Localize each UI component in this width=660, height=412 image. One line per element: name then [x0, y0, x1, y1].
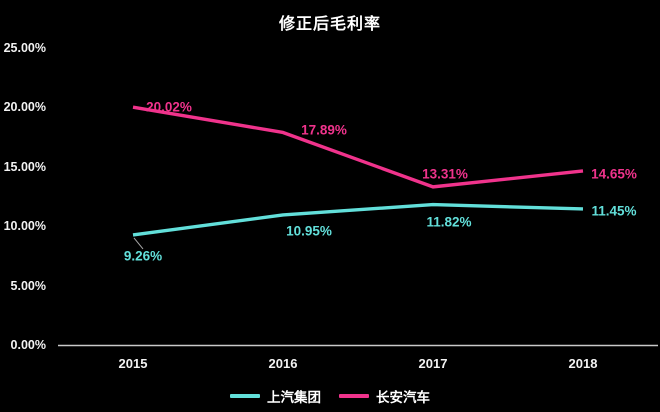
legend-item-0: 上汽集团: [230, 386, 321, 406]
data-label-0-0: 9.26%: [123, 248, 163, 264]
chart-title: 修正后毛利率: [278, 16, 381, 33]
x-axis-label: 2017: [418, 356, 448, 371]
x-axis-label: 2018: [568, 356, 598, 371]
data-label-0-2: 11.82%: [426, 214, 472, 230]
y-axis-label: 25.00%: [3, 41, 46, 55]
x-axis-label: 2016: [268, 356, 298, 371]
data-label-1-2: 13.31%: [422, 166, 468, 182]
legend-swatch-icon: [339, 394, 369, 398]
y-axis-label: 5.00%: [10, 278, 46, 293]
label-leader-line: [133, 237, 144, 250]
legend-swatch-icon: [230, 394, 260, 398]
x-axis-label: 2015: [118, 356, 148, 371]
y-axis-label: 20.00%: [3, 100, 46, 115]
legend-label: 上汽集团: [267, 390, 321, 405]
data-label-1-1: 17.89%: [301, 122, 347, 138]
y-axis-label: 0.00%: [10, 338, 46, 352]
data-label-0-3: 11.45%: [591, 203, 637, 219]
legend: 上汽集团 长安汽车: [0, 386, 660, 406]
legend-item-1: 长安汽车: [339, 386, 430, 406]
data-label-1-3: 14.65%: [591, 166, 637, 182]
y-axis-label: 15.00%: [3, 159, 46, 174]
series-line-0: [132, 202, 584, 237]
legend-label: 长安汽车: [376, 390, 430, 405]
data-label-0-1: 10.95%: [286, 223, 332, 239]
y-axis-label: 10.00%: [3, 219, 46, 234]
data-label-1-0: 20.02%: [146, 99, 192, 115]
series-line-1: [132, 105, 584, 189]
